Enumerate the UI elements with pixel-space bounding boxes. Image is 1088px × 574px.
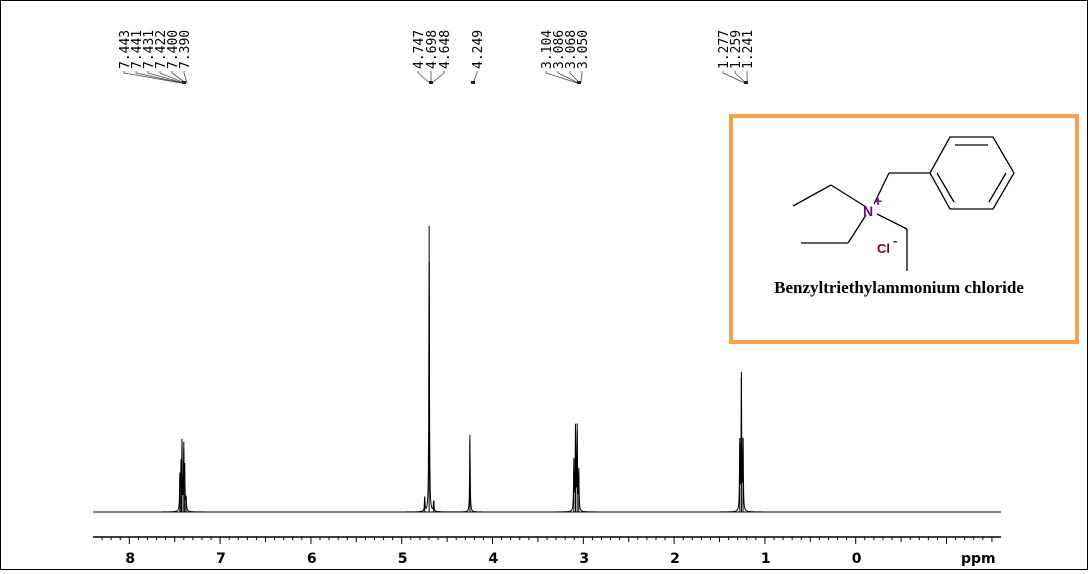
structure-inset: N + Cl - Benzyltriethylammonium chloride: [731, 116, 1077, 342]
x-tick-label: 1: [761, 551, 771, 567]
x-tick-label: 4: [489, 551, 499, 567]
peak-leader-line: [418, 71, 430, 83]
peak-shift-label: 4.648: [438, 30, 453, 69]
nitrogen-atom-label: N: [863, 203, 873, 219]
x-tick-label: 5: [398, 551, 408, 567]
peak-group-hub: [182, 81, 186, 84]
peak-shift-label: 1.241: [741, 30, 756, 69]
peak-leader-line: [546, 71, 577, 83]
structure-frame: [731, 116, 1077, 342]
chloride-ion-label: Cl: [877, 241, 890, 256]
x-tick-label: 8: [125, 551, 135, 567]
chloride-charge: -: [893, 233, 897, 248]
x-axis-unit-label: ppm: [961, 551, 996, 567]
peak-leader-line: [136, 71, 182, 83]
peak-leader-line: [723, 71, 745, 83]
peak-shift-label: 7.390: [178, 30, 193, 69]
peak-shift-label: 3.050: [576, 30, 591, 69]
x-tick-label: 0: [852, 551, 862, 567]
x-tick-label: 6: [307, 551, 317, 567]
peak-group-hub: [577, 81, 581, 84]
peak-group-hub: [744, 81, 748, 84]
peak-leader-line: [558, 71, 578, 83]
x-tick-label: 3: [579, 551, 589, 567]
compound-name: Benzyltriethylammonium chloride: [774, 278, 1024, 297]
peak-group-hub: [471, 81, 475, 84]
x-axis: ppm 8 7 6 5 4 3 2 1 0: [93, 537, 1001, 567]
x-tick-label: 7: [216, 551, 226, 567]
peak-group-hub: [429, 81, 433, 84]
nitrogen-charge: +: [874, 193, 882, 209]
peak-leader-line: [432, 71, 444, 83]
peak-shift-label: 4.249: [471, 30, 486, 69]
x-tick-label: 2: [670, 551, 680, 567]
